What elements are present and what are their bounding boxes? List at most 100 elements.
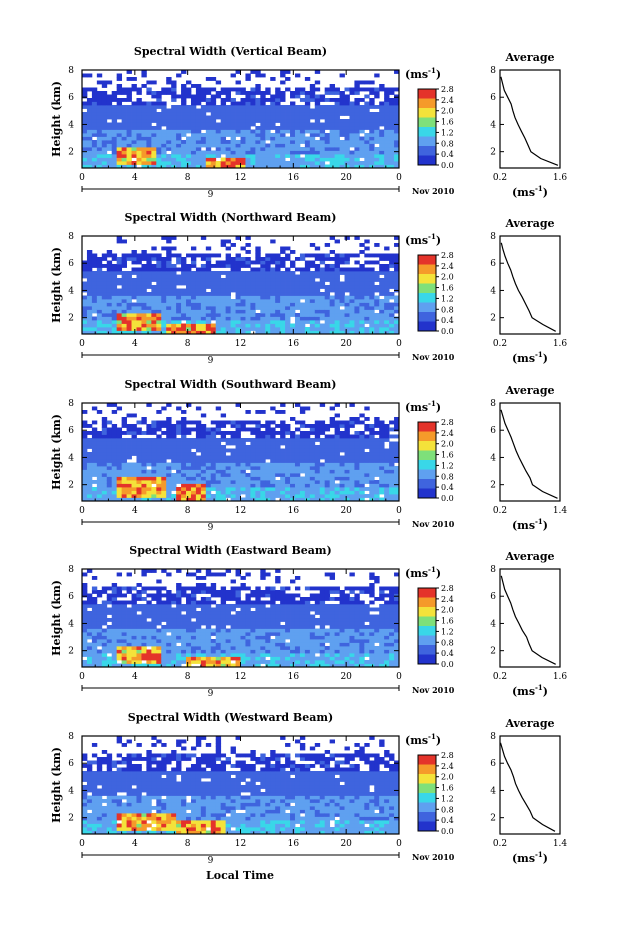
- heatmap-cell: [235, 112, 241, 116]
- heatmap-cell: [96, 295, 103, 300]
- heatmap-cell: [111, 94, 118, 99]
- heatmap-cell: [255, 494, 261, 498]
- heatmap-cell: [126, 122, 132, 127]
- heatmap-cell: [136, 133, 142, 137]
- heatmap-cell: [210, 313, 217, 317]
- heatmap-cell: [225, 420, 231, 425]
- heatmap-cell: [151, 285, 157, 289]
- heatmap-cell: [384, 476, 390, 481]
- heatmap-cell: [181, 122, 187, 127]
- heatmap-cell: [176, 424, 182, 428]
- heatmap-cell: [166, 494, 172, 498]
- heatmap-cell: [151, 431, 157, 435]
- heatmap-cell: [190, 94, 197, 99]
- heatmap-cell: [359, 143, 365, 148]
- heatmap-cell: [334, 91, 340, 95]
- heatmap-cell: [161, 459, 167, 463]
- heatmap-cell: [364, 147, 370, 151]
- heatmap-cell: [270, 466, 276, 470]
- heatmap-cell: [260, 480, 266, 484]
- heatmap-cell: [136, 150, 142, 155]
- heatmap-cell: [141, 274, 147, 279]
- heatmap-cell: [260, 459, 266, 463]
- heatmap-cell: [161, 87, 167, 92]
- heatmap-cell: [225, 119, 231, 123]
- heatmap-cell: [161, 431, 167, 435]
- heatmap-cell: [161, 246, 167, 251]
- heatmap-cell: [96, 94, 103, 99]
- heatmap-cell: [136, 87, 142, 92]
- heatmap-cell: [146, 483, 152, 488]
- heatmap-cell: [200, 302, 207, 307]
- heatmap-cell: [96, 434, 103, 439]
- heatmap-cell: [146, 260, 152, 265]
- heatmap-cell: [344, 459, 350, 463]
- heatmap-cell: [186, 281, 192, 286]
- heatmap-cell: [235, 316, 241, 321]
- heatmap-cell: [136, 154, 142, 158]
- heatmap-cell: [304, 292, 311, 296]
- heatmap-cell: [121, 663, 127, 668]
- heatmap-cell: [319, 490, 326, 495]
- heatmap-cell: [384, 473, 390, 477]
- heatmap-cell: [324, 497, 331, 502]
- heatmap-cell: [220, 431, 227, 435]
- heatmap-cell: [171, 98, 177, 102]
- heatmap-cell: [314, 94, 321, 99]
- heatmap-cell: [255, 253, 261, 258]
- heatmap-cell: [96, 327, 103, 331]
- heatmap-cell: [344, 129, 350, 134]
- heatmap-cell: [339, 164, 345, 169]
- heatmap-cell: [166, 133, 172, 137]
- heatmap-cell: [176, 480, 182, 484]
- heatmap-cell: [181, 452, 187, 456]
- heatmap-cell: [161, 147, 167, 151]
- heatmap-cell: [319, 129, 326, 134]
- heatmap-cell: [285, 105, 291, 109]
- heatmap-cell: [285, 441, 291, 446]
- heatmap-cell: [364, 126, 370, 130]
- heatmap-cell: [314, 490, 321, 495]
- heatmap-cell: [131, 607, 137, 612]
- heatmap-cell: [260, 313, 266, 317]
- heatmap-cell: [359, 476, 365, 481]
- heatmap-cell: [349, 320, 355, 324]
- average-frame: [499, 402, 561, 502]
- heatmap-cell: [91, 653, 98, 657]
- heatmap-cell: [195, 129, 202, 134]
- heatmap-cell: [186, 161, 192, 165]
- heatmap-cell: [101, 469, 108, 474]
- heatmap-cell: [171, 267, 177, 272]
- heatmap-cell: [255, 87, 261, 92]
- heatmap-cell: [275, 459, 281, 463]
- heatmap-cell: [101, 112, 108, 116]
- heatmap-cell: [270, 487, 276, 491]
- heatmap-cell: [210, 278, 217, 282]
- heatmap-cell: [394, 133, 400, 137]
- heatmap-cell: [176, 122, 182, 127]
- heatmap-cell: [195, 126, 202, 130]
- heatmap-cell: [106, 105, 113, 109]
- heatmap-cell: [230, 164, 236, 169]
- heatmap-cell: [111, 288, 118, 293]
- heatmap-cell: [131, 330, 137, 335]
- heatmap-cell: [190, 487, 197, 491]
- y-axis-label: Height (km): [50, 81, 63, 157]
- heatmap-cell: [156, 476, 162, 481]
- heatmap-cell: [349, 497, 355, 502]
- heatmap-cell: [230, 271, 236, 275]
- heatmap-cell: [126, 497, 132, 502]
- heatmap-cell: [255, 459, 261, 463]
- heatmap-cell: [225, 274, 231, 279]
- heatmap-cell: [270, 292, 276, 296]
- heatmap-cell: [210, 483, 217, 488]
- heatmap-cell: [270, 105, 276, 109]
- heatmap-cell: [96, 122, 103, 127]
- heatmap-cell: [106, 476, 113, 481]
- heatmap-cell: [151, 313, 157, 317]
- heatmap-cell: [205, 129, 212, 134]
- heatmap-cell: [205, 292, 212, 296]
- heatmap-cell: [205, 260, 212, 265]
- heatmap-cell: [349, 112, 355, 116]
